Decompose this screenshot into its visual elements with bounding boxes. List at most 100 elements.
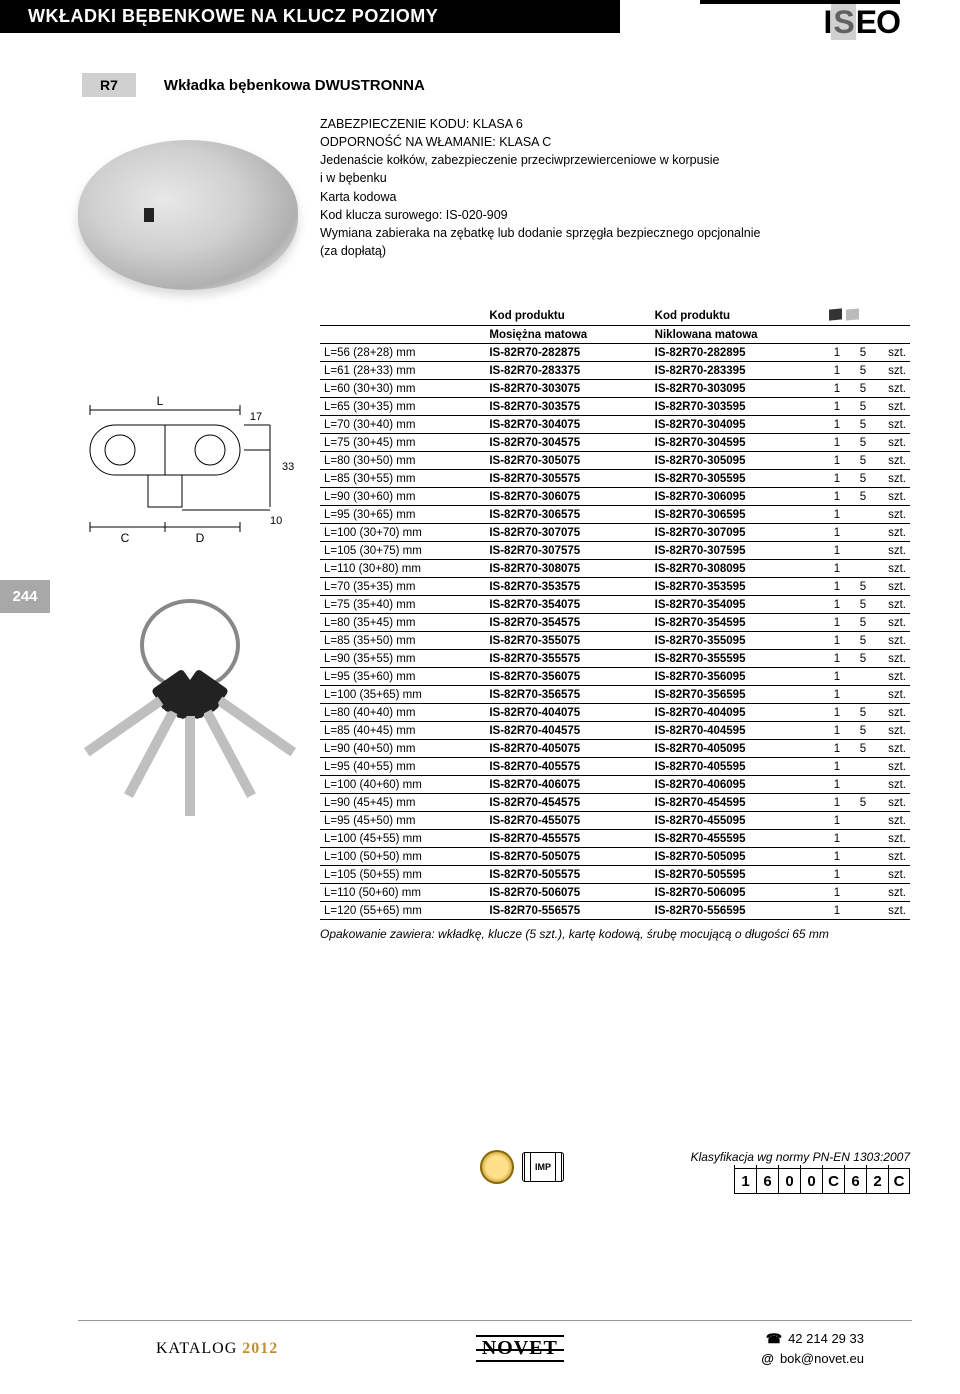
cell-code-nickel: IS-82R70-354595 bbox=[651, 614, 824, 632]
cell-dim: L=80 (35+45) mm bbox=[320, 614, 485, 632]
cell-qty2: 5 bbox=[850, 452, 876, 470]
table-row: L=70 (35+35) mmIS-82R70-353575IS-82R70-3… bbox=[320, 578, 910, 596]
cell-dim: L=105 (50+55) mm bbox=[320, 866, 485, 884]
cell-code-brass: IS-82R70-306075 bbox=[485, 488, 650, 506]
table-row: L=75 (30+45) mmIS-82R70-304575IS-82R70-3… bbox=[320, 434, 910, 452]
desc-line-6: Wymiana zabieraka na zębatkę lub dodanie… bbox=[320, 224, 900, 242]
cell-qty1: 1 bbox=[824, 704, 850, 722]
cell-qty2 bbox=[850, 812, 876, 830]
cell-dim: L=110 (30+80) mm bbox=[320, 560, 485, 578]
svg-text:C: C bbox=[121, 531, 130, 545]
cell-code-brass: IS-82R70-308075 bbox=[485, 560, 650, 578]
svg-text:D: D bbox=[196, 531, 205, 545]
cell-unit: szt. bbox=[876, 776, 910, 794]
cell-code-nickel: IS-82R70-304595 bbox=[651, 434, 824, 452]
cell-code-nickel: IS-82R70-505595 bbox=[651, 866, 824, 884]
cell-code-brass: IS-82R70-306575 bbox=[485, 506, 650, 524]
cell-qty2 bbox=[850, 884, 876, 902]
table-row: L=100 (45+55) mmIS-82R70-455575IS-82R70-… bbox=[320, 830, 910, 848]
subheader: R7 Wkładka bębenkowa DWUSTRONNA bbox=[82, 73, 960, 97]
cell-qty1: 1 bbox=[824, 380, 850, 398]
product-photo bbox=[78, 140, 298, 290]
cell-qty2: 5 bbox=[850, 740, 876, 758]
table-row: L=85 (30+55) mmIS-82R70-305575IS-82R70-3… bbox=[320, 470, 910, 488]
cell-qty1: 1 bbox=[824, 884, 850, 902]
cell-qty1: 1 bbox=[824, 614, 850, 632]
cell-code-brass: IS-82R70-307075 bbox=[485, 524, 650, 542]
cell-qty2: 5 bbox=[850, 614, 876, 632]
cell-unit: szt. bbox=[876, 362, 910, 380]
cert-badges: IMP bbox=[480, 1150, 564, 1184]
cell-qty1: 1 bbox=[824, 866, 850, 884]
cell-dim: L=80 (30+50) mm bbox=[320, 452, 485, 470]
classification-cell: 0 bbox=[778, 1168, 800, 1194]
cell-qty1: 1 bbox=[824, 650, 850, 668]
cell-qty1: 1 bbox=[824, 668, 850, 686]
desc-line-4: Karta kodowa bbox=[320, 188, 900, 206]
cell-qty1: 1 bbox=[824, 794, 850, 812]
table-row: L=80 (35+45) mmIS-82R70-354575IS-82R70-3… bbox=[320, 614, 910, 632]
contact-phone: ☎42 214 29 33 bbox=[761, 1329, 864, 1349]
th-pack-icons bbox=[824, 306, 910, 326]
cell-qty2: 5 bbox=[850, 380, 876, 398]
cell-dim: L=80 (40+40) mm bbox=[320, 704, 485, 722]
pack-icon-light bbox=[846, 308, 859, 320]
cell-qty1: 1 bbox=[824, 488, 850, 506]
cell-unit: szt. bbox=[876, 560, 910, 578]
cell-code-nickel: IS-82R70-308095 bbox=[651, 560, 824, 578]
cell-qty1: 1 bbox=[824, 506, 850, 524]
cell-code-brass: IS-82R70-305575 bbox=[485, 470, 650, 488]
cell-dim: L=105 (30+75) mm bbox=[320, 542, 485, 560]
cell-unit: szt. bbox=[876, 434, 910, 452]
cell-code-nickel: IS-82R70-355095 bbox=[651, 632, 824, 650]
cell-code-nickel: IS-82R70-506095 bbox=[651, 884, 824, 902]
table-header-row-2: Mosiężna matowa Niklowana matowa bbox=[320, 326, 910, 344]
catalog-text: KATALOG bbox=[156, 1340, 237, 1357]
cell-qty2: 5 bbox=[850, 704, 876, 722]
page-number-tab: 244 bbox=[0, 580, 50, 613]
cell-qty1: 1 bbox=[824, 470, 850, 488]
cell-unit: szt. bbox=[876, 542, 910, 560]
cell-qty2 bbox=[850, 758, 876, 776]
cell-code-nickel: IS-82R70-404595 bbox=[651, 722, 824, 740]
cert-badge-imp: IMP bbox=[522, 1152, 564, 1182]
brand-logo: ISEO bbox=[824, 4, 900, 41]
table-row: L=105 (30+75) mmIS-82R70-307575IS-82R70-… bbox=[320, 542, 910, 560]
cell-qty1: 1 bbox=[824, 848, 850, 866]
cell-unit: szt. bbox=[876, 344, 910, 362]
model-badge: R7 bbox=[82, 73, 136, 97]
cell-unit: szt. bbox=[876, 452, 910, 470]
cell-unit: szt. bbox=[876, 884, 910, 902]
cell-qty1: 1 bbox=[824, 812, 850, 830]
cell-code-brass: IS-82R70-505575 bbox=[485, 866, 650, 884]
cell-dim: L=75 (30+45) mm bbox=[320, 434, 485, 452]
product-table: Kod produktu Kod produktu Mosiężna matow… bbox=[320, 306, 910, 920]
table-header-row-1: Kod produktu Kod produktu bbox=[320, 306, 910, 326]
cell-qty1: 1 bbox=[824, 452, 850, 470]
pack-icon-dark bbox=[829, 308, 842, 320]
cell-code-brass: IS-82R70-307575 bbox=[485, 542, 650, 560]
table-note: Opakowanie zawiera: wkładkę, klucze (5 s… bbox=[320, 926, 910, 943]
table-row: L=85 (40+45) mmIS-82R70-404575IS-82R70-4… bbox=[320, 722, 910, 740]
cell-code-brass: IS-82R70-405075 bbox=[485, 740, 650, 758]
cell-code-nickel: IS-82R70-353595 bbox=[651, 578, 824, 596]
cell-qty2 bbox=[850, 830, 876, 848]
cell-dim: L=95 (45+50) mm bbox=[320, 812, 485, 830]
cell-code-brass: IS-82R70-283375 bbox=[485, 362, 650, 380]
cell-qty2 bbox=[850, 560, 876, 578]
desc-line-1: ODPORNOŚĆ NA WŁAMANIE: KLASA C bbox=[320, 133, 900, 151]
cell-unit: szt. bbox=[876, 506, 910, 524]
catalog-label: KATALOG 2012 bbox=[156, 1340, 278, 1358]
cell-code-brass: IS-82R70-353575 bbox=[485, 578, 650, 596]
cell-unit: szt. bbox=[876, 704, 910, 722]
cell-code-nickel: IS-82R70-354095 bbox=[651, 596, 824, 614]
cell-qty2: 5 bbox=[850, 362, 876, 380]
cell-code-brass: IS-82R70-356575 bbox=[485, 686, 650, 704]
cell-dim: L=65 (30+35) mm bbox=[320, 398, 485, 416]
cell-unit: szt. bbox=[876, 380, 910, 398]
cell-dim: L=85 (35+50) mm bbox=[320, 632, 485, 650]
table-row: L=65 (30+35) mmIS-82R70-303575IS-82R70-3… bbox=[320, 398, 910, 416]
classification-cell: 6 bbox=[756, 1168, 778, 1194]
cell-qty1: 1 bbox=[824, 362, 850, 380]
cell-qty2 bbox=[850, 776, 876, 794]
